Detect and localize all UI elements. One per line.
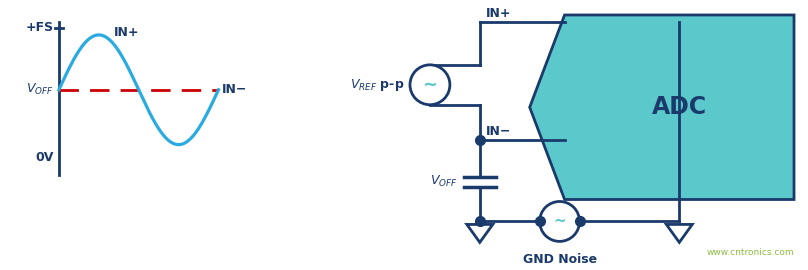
Text: IN+: IN+ bbox=[486, 7, 511, 20]
Polygon shape bbox=[530, 15, 794, 200]
Circle shape bbox=[410, 65, 450, 105]
Text: ADC: ADC bbox=[652, 95, 707, 119]
Text: IN+: IN+ bbox=[114, 26, 139, 39]
Circle shape bbox=[540, 201, 579, 241]
Text: ~: ~ bbox=[553, 214, 566, 229]
Polygon shape bbox=[667, 224, 692, 242]
Text: +FS: +FS bbox=[26, 21, 54, 35]
Text: IN−: IN− bbox=[221, 83, 246, 96]
Text: IN−: IN− bbox=[486, 125, 511, 138]
Text: $V_{OFF}$: $V_{OFF}$ bbox=[430, 174, 458, 189]
Text: 0V: 0V bbox=[36, 151, 54, 164]
Text: $V_{OFF}$: $V_{OFF}$ bbox=[27, 82, 54, 97]
Polygon shape bbox=[467, 224, 493, 242]
Text: $V_{REF}$ p-p: $V_{REF}$ p-p bbox=[350, 77, 404, 93]
Text: GND Noise: GND Noise bbox=[523, 253, 596, 266]
Text: www.cntronics.com: www.cntronics.com bbox=[706, 248, 794, 257]
Text: ~: ~ bbox=[423, 76, 437, 94]
